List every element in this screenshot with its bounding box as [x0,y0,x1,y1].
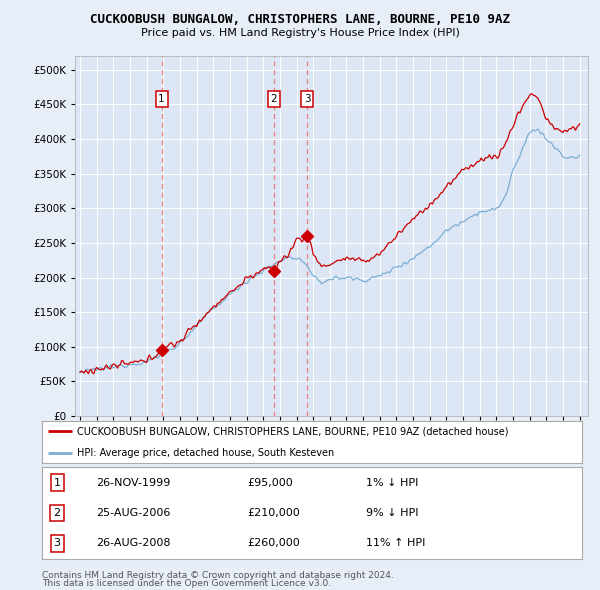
Text: Contains HM Land Registry data © Crown copyright and database right 2024.: Contains HM Land Registry data © Crown c… [42,571,394,579]
Text: £260,000: £260,000 [247,539,300,549]
Text: 11% ↑ HPI: 11% ↑ HPI [366,539,425,549]
Text: 9% ↓ HPI: 9% ↓ HPI [366,508,419,518]
Text: 3: 3 [304,94,311,104]
Text: 26-NOV-1999: 26-NOV-1999 [96,477,170,487]
Text: 26-AUG-2008: 26-AUG-2008 [96,539,170,549]
Text: 2: 2 [271,94,277,104]
Text: CUCKOOBUSH BUNGALOW, CHRISTOPHERS LANE, BOURNE, PE10 9AZ (detached house): CUCKOOBUSH BUNGALOW, CHRISTOPHERS LANE, … [77,427,509,436]
Text: £95,000: £95,000 [247,477,293,487]
Text: Price paid vs. HM Land Registry's House Price Index (HPI): Price paid vs. HM Land Registry's House … [140,28,460,38]
Text: 3: 3 [53,539,61,549]
Text: 1: 1 [53,477,61,487]
Text: 2: 2 [53,508,61,518]
Text: £210,000: £210,000 [247,508,300,518]
Text: 25-AUG-2006: 25-AUG-2006 [96,508,170,518]
Text: This data is licensed under the Open Government Licence v3.0.: This data is licensed under the Open Gov… [42,579,331,588]
Text: 1% ↓ HPI: 1% ↓ HPI [366,477,418,487]
Text: 1: 1 [158,94,165,104]
Text: CUCKOOBUSH BUNGALOW, CHRISTOPHERS LANE, BOURNE, PE10 9AZ: CUCKOOBUSH BUNGALOW, CHRISTOPHERS LANE, … [90,13,510,26]
Text: HPI: Average price, detached house, South Kesteven: HPI: Average price, detached house, Sout… [77,448,334,457]
